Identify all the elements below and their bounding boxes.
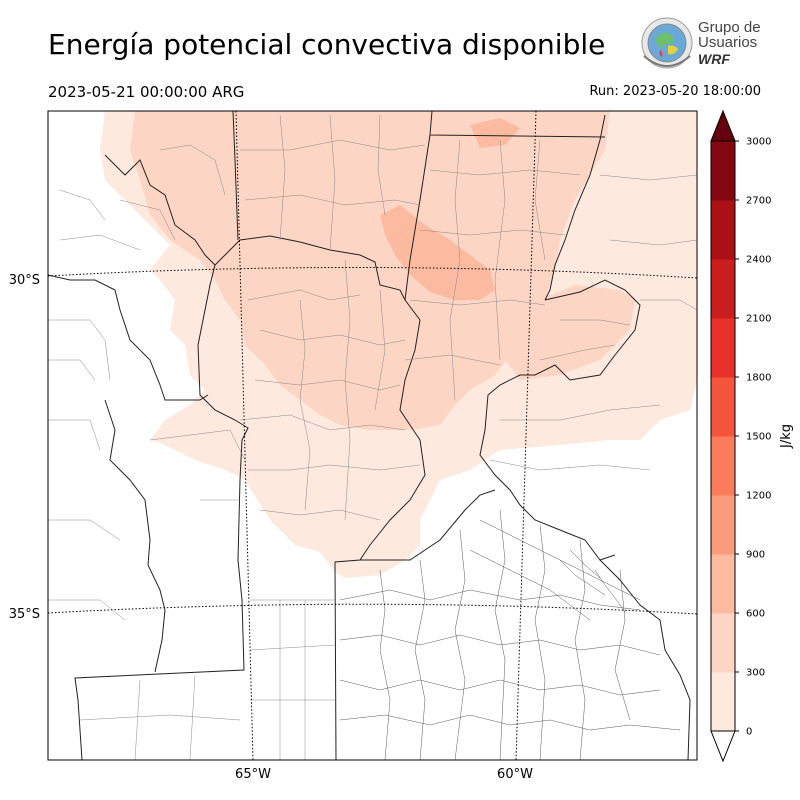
colorbar-tick-label: 0 xyxy=(746,727,752,738)
colorbar-bin xyxy=(711,495,735,555)
globe-icon xyxy=(641,17,693,69)
cape-field xyxy=(100,111,697,578)
colorbar-tick-label: 900 xyxy=(746,550,765,561)
colorbar-tick-label: 2100 xyxy=(746,314,771,325)
colorbar-bin xyxy=(711,613,735,673)
lon-label-60w: 60°W xyxy=(497,767,533,782)
colorbar-tick-label: 2400 xyxy=(746,255,771,266)
map-title: Energía potencial convectiva disponible xyxy=(48,28,606,61)
valid-time: 2023-05-21 00:00:00 ARG xyxy=(48,83,245,101)
colorbar-bin xyxy=(711,554,735,614)
colorbar-bin xyxy=(711,141,735,201)
colorbar-tick-label: 1800 xyxy=(746,373,771,384)
colorbar-tick-label: 2700 xyxy=(746,196,771,207)
colorbar-bins xyxy=(711,141,735,732)
colorbar-bin xyxy=(711,259,735,319)
department-boundaries xyxy=(48,114,697,760)
colorbar: 0 300 600 900 1200 1500 1800 2100 2400 2700 3000 J… xyxy=(710,109,794,763)
colorbar-ticks: 0 300 600 900 1200 1500 1800 2100 2400 2700 3000 xyxy=(735,137,771,738)
lat-label-35s: 35°S xyxy=(9,607,40,622)
colorbar-tick-label: 1200 xyxy=(746,491,771,502)
run-time: Run: 2023-05-20 18:00:00 xyxy=(589,84,761,99)
buenos-aires-partidos xyxy=(339,509,681,760)
cape-level-600-900-north xyxy=(470,118,520,148)
colorbar-tick-label: 3000 xyxy=(746,137,771,148)
colorbar-under-arrow xyxy=(710,730,736,763)
cape-level-600-900 xyxy=(380,205,495,300)
logo-text-line3: WRF xyxy=(698,51,730,67)
colorbar-label: J/kg xyxy=(779,424,794,449)
colorbar-bin xyxy=(711,377,735,437)
cape-level-300-600-east xyxy=(505,285,635,380)
colorbar-tick-label: 600 xyxy=(746,609,765,620)
map-area xyxy=(48,111,697,760)
logo-text-line1: Grupo de xyxy=(698,19,761,36)
colorbar-bin xyxy=(711,318,735,378)
colorbar-over-arrow xyxy=(710,109,736,142)
colorbar-bin xyxy=(711,672,735,732)
colorbar-bin xyxy=(711,436,735,496)
lat-label-30s: 30°S xyxy=(9,273,40,288)
colorbar-tick-label: 1500 xyxy=(746,432,771,443)
cape-level-300-600 xyxy=(130,111,610,430)
colorbar-tick-label: 300 xyxy=(746,668,765,679)
map-frame xyxy=(47,110,698,761)
logo: Grupo de Usuarios WRF xyxy=(638,16,761,72)
colorbar-bin xyxy=(711,200,735,260)
province-boundaries xyxy=(48,111,691,760)
logo-text-line2: Usuarios xyxy=(698,34,758,51)
graticule xyxy=(48,111,697,760)
lon-label-65w: 65°W xyxy=(235,767,271,782)
